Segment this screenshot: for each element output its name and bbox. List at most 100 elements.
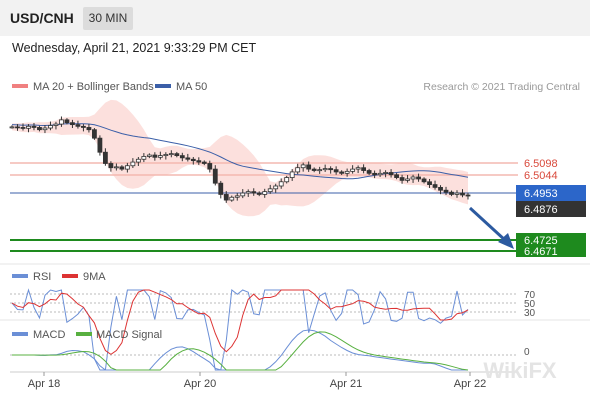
candle-body bbox=[92, 129, 97, 139]
level-label-6.5044: 6.5044 bbox=[524, 170, 558, 182]
rsi-line bbox=[11, 288, 469, 371]
candle-body bbox=[168, 153, 174, 156]
candle-body bbox=[410, 176, 416, 180]
rsi-ma-legend-swatch bbox=[62, 274, 78, 278]
candle-body bbox=[42, 127, 48, 131]
rsi-ma-line bbox=[11, 289, 469, 356]
candle-body bbox=[427, 181, 432, 185]
candle-body bbox=[130, 161, 136, 167]
candle-body bbox=[443, 189, 449, 193]
level-label-6.4671: 6.4671 bbox=[524, 246, 558, 258]
candle-body bbox=[328, 168, 334, 171]
ma20-legend-label: MA 20 + Bollinger Bands bbox=[33, 81, 154, 93]
candle-body bbox=[108, 163, 114, 169]
ma50-legend-swatch bbox=[155, 84, 171, 88]
candle-body bbox=[465, 194, 471, 197]
candle-body bbox=[163, 154, 169, 157]
candle-body bbox=[344, 170, 350, 174]
timeframe-button[interactable]: 30 MIN bbox=[83, 7, 133, 30]
ma50-price-tag bbox=[516, 185, 586, 201]
rsi-70-label: 70 bbox=[524, 290, 536, 301]
candle-body bbox=[355, 167, 361, 170]
candle-body bbox=[460, 192, 465, 196]
candle-body bbox=[339, 171, 345, 174]
candle-body bbox=[278, 181, 284, 187]
candle-body bbox=[267, 188, 273, 193]
candle-body bbox=[405, 178, 410, 181]
last-price-tag bbox=[516, 201, 586, 217]
candle-body bbox=[141, 156, 147, 160]
candle-body bbox=[31, 125, 37, 128]
candle-body bbox=[454, 192, 460, 195]
symbol-title: USD/CNH bbox=[10, 10, 74, 26]
candle-body bbox=[9, 126, 15, 129]
candle-body bbox=[289, 171, 295, 178]
candle-body bbox=[207, 163, 213, 170]
candle-body bbox=[20, 127, 26, 129]
candle-body bbox=[245, 191, 251, 194]
macd-zero-label: 0 bbox=[524, 347, 530, 358]
level-label-6.4876: 6.4876 bbox=[524, 204, 558, 216]
forecast-arrow-shaft bbox=[468, 206, 508, 243]
candle-body bbox=[26, 125, 31, 129]
candle-body bbox=[333, 169, 339, 173]
candle-body bbox=[273, 185, 279, 190]
candle-body bbox=[350, 168, 356, 172]
candle-body bbox=[86, 127, 92, 131]
candle-body bbox=[185, 157, 191, 160]
candle-body bbox=[322, 168, 328, 171]
level-label-6.4953: 6.4953 bbox=[524, 188, 558, 200]
candle-body bbox=[135, 158, 141, 163]
rsi-ma-legend-label: 9MA bbox=[83, 271, 106, 283]
forecast-arrow-head bbox=[498, 233, 514, 249]
candle-body bbox=[300, 164, 306, 169]
candle-body bbox=[64, 119, 70, 124]
candle-body bbox=[196, 160, 202, 163]
candle-body bbox=[124, 165, 130, 170]
macd-signal-legend-swatch bbox=[76, 332, 92, 336]
candle-body bbox=[234, 195, 240, 198]
candle-body bbox=[416, 176, 421, 180]
watermark-logo: WikiFX bbox=[483, 358, 556, 383]
candle-body bbox=[59, 119, 64, 125]
candle-body bbox=[201, 161, 207, 164]
x-tick-label-apr18: Apr 18 bbox=[28, 378, 60, 390]
candle-body bbox=[212, 168, 218, 184]
rsi-30-label: 30 bbox=[524, 308, 536, 319]
support-price-tag bbox=[516, 233, 586, 257]
candle-body bbox=[421, 178, 427, 183]
candle-body bbox=[295, 167, 301, 173]
candle-body bbox=[317, 169, 323, 172]
chart-datetime: Wednesday, April 21, 2021 9:33:29 PM CET bbox=[12, 41, 257, 55]
candle-body bbox=[81, 125, 86, 128]
level-label-6.4725: 6.4725 bbox=[524, 235, 558, 247]
rsi-50-label: 50 bbox=[524, 299, 536, 310]
candle-body bbox=[179, 155, 185, 159]
candle-body bbox=[223, 194, 229, 201]
candle-body bbox=[157, 155, 163, 158]
candle-body bbox=[438, 187, 443, 191]
candle-body bbox=[97, 137, 103, 153]
candle-body bbox=[256, 192, 262, 195]
candle-body bbox=[388, 172, 394, 176]
macd-signal-line bbox=[12, 331, 469, 371]
candle-body bbox=[113, 166, 119, 169]
candle-body bbox=[15, 126, 20, 129]
chart-header: USD/CNH 30 MIN bbox=[0, 0, 590, 36]
candle-body bbox=[284, 177, 290, 183]
macd-legend-swatch bbox=[12, 332, 28, 336]
ma50-legend-label: MA 50 bbox=[176, 81, 207, 93]
candle-body bbox=[251, 191, 257, 194]
x-tick-label-apr22: Apr 22 bbox=[454, 378, 486, 390]
candle-body bbox=[262, 191, 268, 195]
rsi-legend-label: RSI bbox=[33, 271, 51, 283]
candle-body bbox=[37, 127, 42, 131]
bollinger-band-area bbox=[12, 99, 468, 217]
candle-body bbox=[377, 172, 383, 176]
candle-body bbox=[306, 164, 312, 170]
candle-body bbox=[449, 191, 454, 195]
x-tick-label-apr20: Apr 20 bbox=[184, 378, 216, 390]
candle-body bbox=[53, 123, 59, 126]
rsi-legend-swatch bbox=[12, 274, 28, 278]
